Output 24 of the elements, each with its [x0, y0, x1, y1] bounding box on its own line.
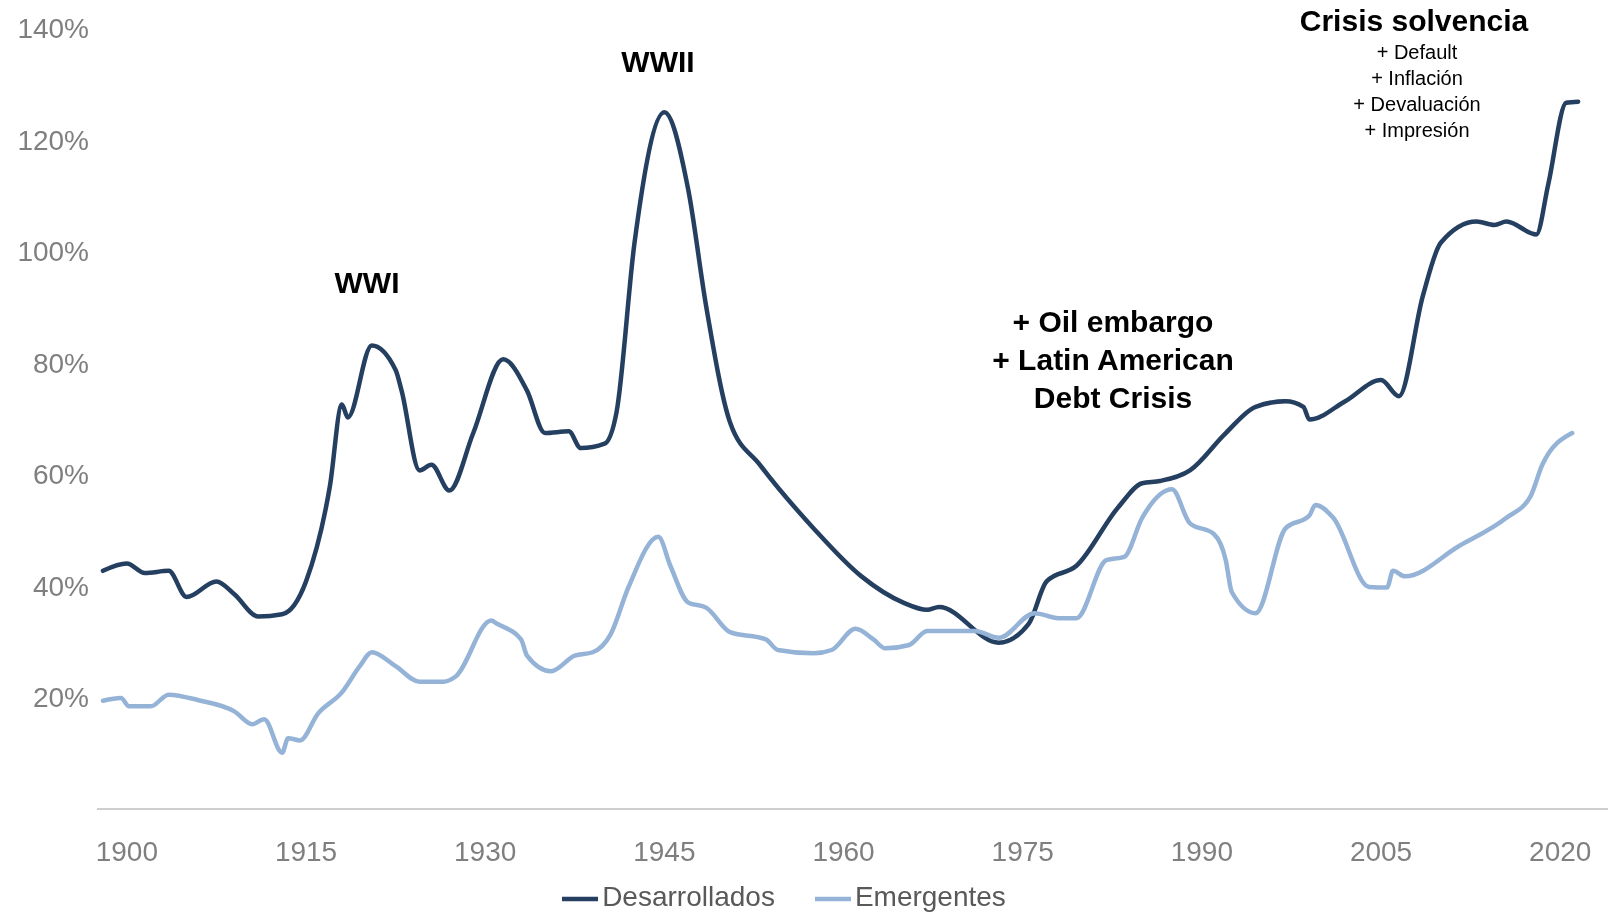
annotation: WWI — [333, 265, 401, 301]
legend-label: Emergentes — [854, 881, 1006, 913]
x-tick-label: 1990 — [1170, 835, 1234, 867]
y-tick-label: 40% — [32, 570, 89, 602]
y-tick-label: 140% — [17, 12, 89, 44]
x-tick-label: 1960 — [812, 835, 875, 867]
legend-label: Desarrollados — [602, 881, 775, 913]
annotation: WWII — [620, 44, 696, 80]
x-tick-label: 1930 — [454, 835, 517, 867]
y-tick-label: 120% — [17, 124, 89, 156]
x-tick-label: 1945 — [633, 835, 696, 867]
line-series — [100, 430, 1575, 755]
y-tick-label: 20% — [32, 682, 89, 714]
annotation: + Default + Inflación + Devaluación + Impresión — [1352, 40, 1482, 143]
x-tick-label: 1900 — [95, 835, 159, 867]
y-tick-label: 80% — [32, 347, 89, 379]
x-tick-label: 2005 — [1349, 835, 1413, 867]
y-tick-label: 100% — [17, 236, 89, 268]
x-tick-label: 1975 — [991, 835, 1054, 867]
y-tick-label: 60% — [32, 459, 89, 491]
annotation: + Oil embargo + Latin American Debt Crisis — [991, 304, 1235, 416]
x-tick-label: 1915 — [274, 835, 338, 867]
annotation: Crisis solvencia — [1298, 3, 1530, 39]
x-tick-label: 2020 — [1529, 835, 1592, 867]
